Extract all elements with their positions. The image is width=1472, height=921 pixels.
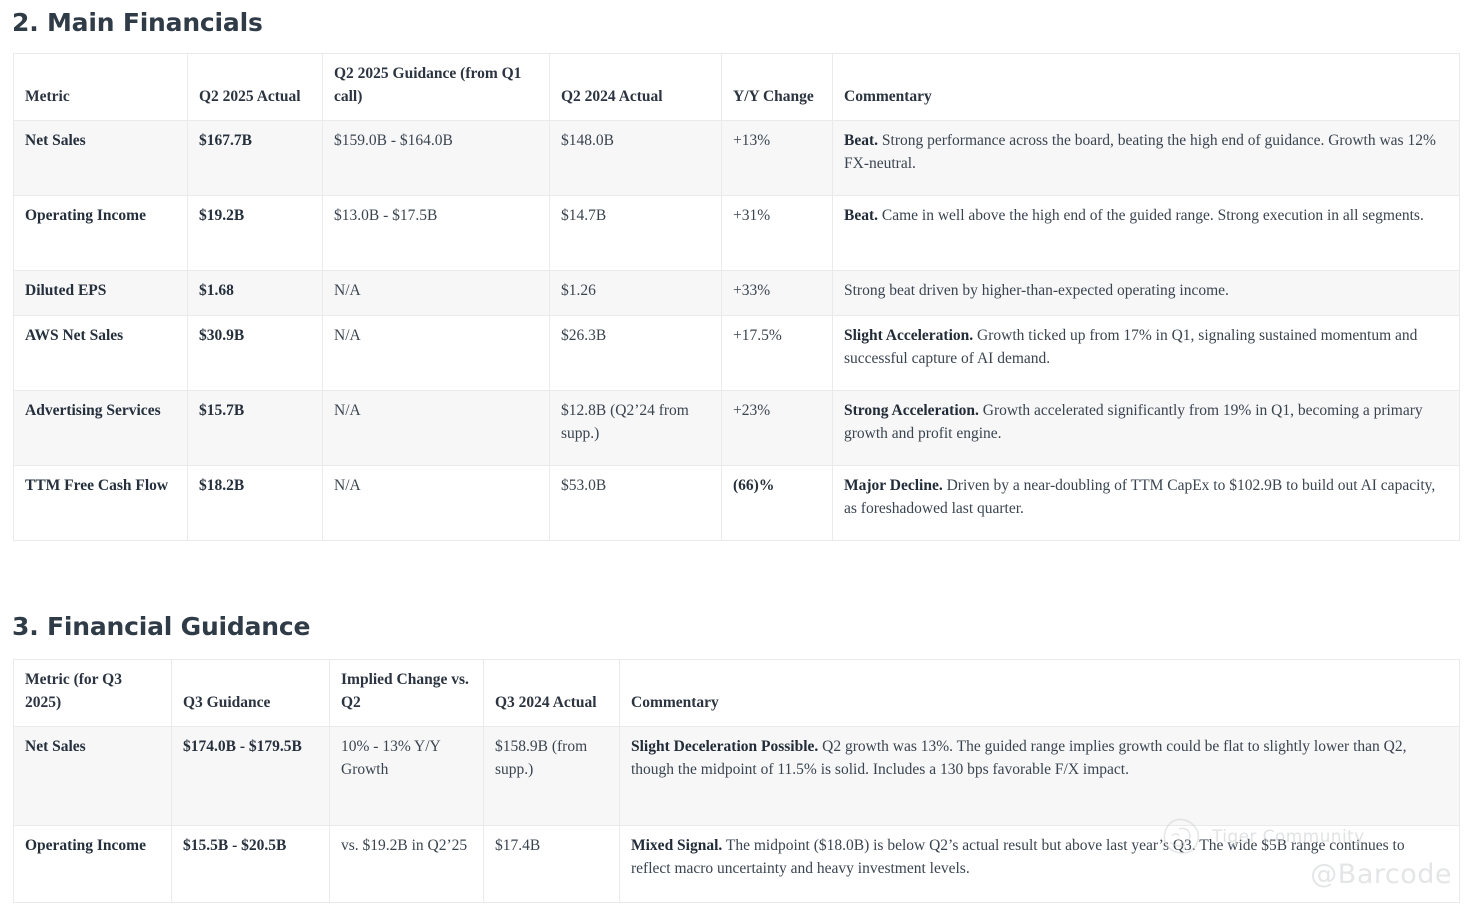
cell-guidance: $174.0B - $179.5B: [171, 725, 330, 826]
table-row: Diluted EPS $1.68 N/A $1.26 +33% Strong …: [13, 269, 1460, 316]
column-header-commentary: Commentary: [619, 659, 1460, 727]
commentary-text: Driven by a near-doubling of TTM CapEx t…: [844, 476, 1436, 517]
table-row: AWS Net Sales $30.9B N/A $26.3B +17.5% S…: [13, 314, 1460, 391]
cell-implied: vs. $19.2B in Q2’25: [329, 824, 484, 903]
commentary-text: Came in well above the high end of the g…: [878, 206, 1424, 224]
cell-metric: AWS Net Sales: [13, 314, 188, 391]
cell-actual: $1.68: [187, 269, 323, 316]
cell-yy-change: +17.5%: [721, 314, 833, 391]
column-header-q2-2024-actual: Q2 2024 Actual: [549, 53, 722, 121]
cell-guidance: N/A: [322, 464, 550, 541]
cell-yy-change: (66)%: [721, 464, 833, 541]
table-row: Operating Income $15.5B - $20.5B vs. $19…: [13, 824, 1460, 903]
commentary-text: Growth accelerated significantly from 19…: [844, 401, 1423, 442]
commentary-lead: Major Decline.: [844, 476, 943, 494]
cell-prior: $12.8B (Q2’24 from supp.): [549, 389, 722, 466]
column-header-implied-change: Implied Change vs. Q2: [329, 659, 484, 727]
guidance-table-header: Metric (for Q3 2025) Q3 Guidance Implied…: [13, 659, 1460, 727]
commentary-text: The midpoint ($18.0B) is below Q2’s actu…: [631, 836, 1405, 877]
table-row: Net Sales $167.7B $159.0B - $164.0B $148…: [13, 119, 1460, 196]
cell-actual: $15.7B: [187, 389, 323, 466]
cell-yy-change: +23%: [721, 389, 833, 466]
cell-metric: Net Sales: [13, 119, 188, 196]
cell-prior: $148.0B: [549, 119, 722, 196]
cell-prior: $14.7B: [549, 194, 722, 271]
cell-prior: $1.26: [549, 269, 722, 316]
cell-prior: $26.3B: [549, 314, 722, 391]
cell-metric: Operating Income: [13, 824, 172, 903]
cell-metric: Diluted EPS: [13, 269, 188, 316]
cell-actual: $30.9B: [187, 314, 323, 391]
cell-commentary: Mixed Signal. The midpoint ($18.0B) is b…: [619, 824, 1460, 903]
cell-yy-change: +31%: [721, 194, 833, 271]
main-financials-table: Metric Q2 2025 Actual Q2 2025 Guidance (…: [13, 53, 1460, 541]
cell-commentary: Beat. Strong performance across the boar…: [832, 119, 1460, 196]
cell-actual: $167.7B: [187, 119, 323, 196]
section-heading-financial-guidance: 3. Financial Guidance: [12, 612, 311, 641]
cell-guidance: N/A: [322, 269, 550, 316]
table-header-row: Metric Q2 2025 Actual Q2 2025 Guidance (…: [13, 53, 1460, 121]
main-table-header: Metric Q2 2025 Actual Q2 2025 Guidance (…: [13, 53, 1460, 121]
cell-metric: Advertising Services: [13, 389, 188, 466]
section-heading-main-financials: 2. Main Financials: [12, 8, 263, 37]
cell-commentary: Slight Acceleration. Growth ticked up fr…: [832, 314, 1460, 391]
column-header-q2-2025-actual: Q2 2025 Actual: [187, 53, 323, 121]
cell-yy-change: +33%: [721, 269, 833, 316]
cell-prior: $158.9B (from supp.): [483, 725, 620, 826]
cell-commentary: Major Decline. Driven by a near-doubling…: [832, 464, 1460, 541]
cell-metric: Net Sales: [13, 725, 172, 826]
commentary-lead: Beat.: [844, 131, 879, 149]
cell-yy-change: +13%: [721, 119, 833, 196]
commentary-text: Strong beat driven by higher-than-expect…: [844, 281, 1229, 299]
column-header-metric: Metric: [13, 53, 188, 121]
table-row: TTM Free Cash Flow $18.2B N/A $53.0B (66…: [13, 464, 1460, 541]
cell-guidance: $13.0B - $17.5B: [322, 194, 550, 271]
cell-metric: Operating Income: [13, 194, 188, 271]
column-header-q3-guidance: Q3 Guidance: [171, 659, 330, 727]
column-header-q2-2025-guidance: Q2 2025 Guidance (from Q1 call): [322, 53, 550, 121]
cell-guidance: N/A: [322, 389, 550, 466]
commentary-text: Q2 growth was 13%. The guided range impl…: [631, 737, 1407, 778]
cell-actual: $18.2B: [187, 464, 323, 541]
commentary-lead: Slight Acceleration.: [844, 326, 974, 344]
cell-guidance: $15.5B - $20.5B: [171, 824, 330, 903]
commentary-text: Strong performance across the board, bea…: [844, 131, 1436, 172]
table-row: Operating Income $19.2B $13.0B - $17.5B …: [13, 194, 1460, 271]
cell-commentary: Strong Acceleration. Growth accelerated …: [832, 389, 1460, 466]
guidance-table-body: Net Sales $174.0B - $179.5B 10% - 13% Y/…: [13, 725, 1460, 903]
column-header-yy-change: Y/Y Change: [721, 53, 833, 121]
column-header-commentary: Commentary: [832, 53, 1460, 121]
commentary-text: Growth ticked up from 17% in Q1, signali…: [844, 326, 1418, 367]
table-row: Advertising Services $15.7B N/A $12.8B (…: [13, 389, 1460, 466]
column-header-q3-2024-actual: Q3 2024 Actual: [483, 659, 620, 727]
main-table-body: Net Sales $167.7B $159.0B - $164.0B $148…: [13, 119, 1460, 541]
column-header-metric-q3-2025: Metric (for Q3 2025): [13, 659, 172, 727]
cell-guidance: N/A: [322, 314, 550, 391]
cell-commentary: Slight Deceleration Possible. Q2 growth …: [619, 725, 1460, 826]
cell-commentary: Beat. Came in well above the high end of…: [832, 194, 1460, 271]
financial-guidance-table: Metric (for Q3 2025) Q3 Guidance Implied…: [13, 659, 1460, 903]
cell-prior: $17.4B: [483, 824, 620, 903]
cell-guidance: $159.0B - $164.0B: [322, 119, 550, 196]
cell-metric: TTM Free Cash Flow: [13, 464, 188, 541]
cell-commentary: Strong beat driven by higher-than-expect…: [832, 269, 1460, 316]
table-header-row: Metric (for Q3 2025) Q3 Guidance Implied…: [13, 659, 1460, 727]
cell-implied: 10% - 13% Y/Y Growth: [329, 725, 484, 826]
table-row: Net Sales $174.0B - $179.5B 10% - 13% Y/…: [13, 725, 1460, 826]
commentary-lead: Mixed Signal.: [631, 836, 723, 854]
cell-actual: $19.2B: [187, 194, 323, 271]
commentary-lead: Slight Deceleration Possible.: [631, 737, 819, 755]
commentary-lead: Strong Acceleration.: [844, 401, 979, 419]
commentary-lead: Beat.: [844, 206, 879, 224]
cell-prior: $53.0B: [549, 464, 722, 541]
